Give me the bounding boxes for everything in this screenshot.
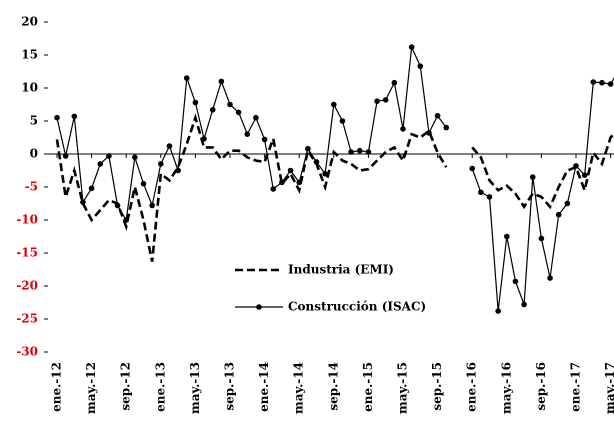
point [244,131,251,137]
point [486,194,493,200]
point [547,275,553,281]
point [192,99,199,106]
x-tick-label: may.-16 [499,362,513,414]
point [607,81,614,87]
x-tick-label: ene.-16 [465,362,479,412]
x-tick-label: sep.-15 [430,362,444,411]
point [149,202,155,209]
point [590,79,597,85]
point [348,149,354,155]
y-tick-label: 15 [21,48,38,62]
point [54,114,60,121]
point [564,200,571,207]
point [521,301,527,308]
x-tick-label: may.-15 [396,362,410,414]
point [97,161,104,167]
x-tick-label: ene.-14 [257,362,271,412]
point [114,202,121,209]
point [356,147,363,154]
point [322,171,328,177]
point [331,101,337,108]
point [408,44,415,50]
point [469,165,476,172]
legend-marker [256,304,262,310]
point [426,130,432,136]
point [80,199,86,205]
point [209,106,216,113]
point [201,136,207,142]
x-tick-label: ene.-15 [361,362,375,412]
y-tick-label: -15 [16,246,38,260]
point [183,75,190,81]
legend-label: Industria (EMI) [288,263,394,277]
point [218,78,225,85]
point [166,143,173,149]
point [296,179,303,186]
point [313,159,320,165]
point [140,180,147,187]
x-tick-label: may.-12 [84,362,98,414]
point [106,153,112,159]
point [512,278,519,285]
point [62,153,69,159]
point [400,126,406,132]
x-tick-label: sep.-14 [326,362,340,411]
x-tick-label: ene.-12 [50,362,64,412]
point [287,167,294,174]
y-tick-label: -30 [16,345,38,359]
series-line [55,113,614,262]
point [538,235,545,242]
point [391,79,398,86]
y-tick-label: -20 [16,279,38,293]
x-tick-label: may.-13 [188,362,202,414]
x-tick-label: sep.-12 [119,362,133,411]
point [555,211,562,218]
y-tick-label: -5 [25,180,38,194]
x-tick-label: ene.-13 [153,362,167,412]
point [175,167,181,174]
y-tick-label: 10 [21,81,38,95]
point [573,163,579,169]
y-tick-label: -25 [16,312,38,326]
y-tick-label: -10 [16,213,38,227]
point [478,189,484,196]
x-tick-label: sep.-16 [534,362,548,411]
point [417,63,424,70]
point [253,114,259,121]
point [279,179,285,186]
plot-area [54,44,614,314]
y-tick-label: 5 [30,114,38,128]
point [382,97,389,103]
point [504,233,510,240]
point [581,172,588,178]
point [88,185,95,192]
point [365,149,372,155]
x-tick-label: ene.-17 [569,362,583,412]
point [529,174,536,180]
point [132,154,138,161]
x-tick-label: may.-14 [292,362,306,414]
point [158,161,164,167]
y-tick-label: 0 [30,147,38,161]
point [339,118,346,124]
point [305,145,311,152]
point [261,136,268,143]
x-tick-label: sep.-13 [223,362,237,411]
point [71,113,78,120]
point [227,101,233,108]
point [235,109,242,116]
y-tick-label: 20 [21,15,38,29]
point [495,308,501,314]
point [374,98,380,104]
legend-label: Construcción (ISAC) [288,300,426,314]
point [443,124,450,131]
point [123,217,129,223]
point [270,186,277,192]
point [599,79,605,86]
point [434,112,441,119]
x-tick-label: may.-17 [603,362,614,414]
